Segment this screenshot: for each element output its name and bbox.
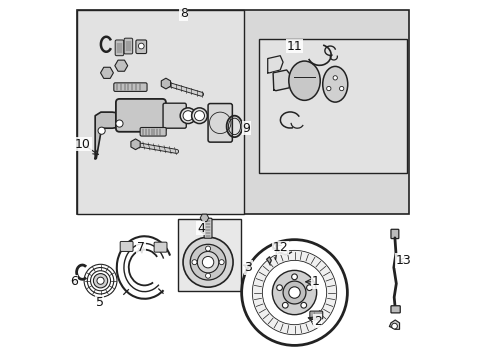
FancyBboxPatch shape bbox=[154, 242, 166, 252]
FancyBboxPatch shape bbox=[390, 306, 400, 313]
Polygon shape bbox=[95, 112, 125, 158]
Circle shape bbox=[97, 277, 104, 284]
Text: 1: 1 bbox=[311, 275, 319, 288]
Bar bbox=[77, 10, 408, 214]
Circle shape bbox=[197, 251, 218, 273]
Circle shape bbox=[93, 274, 107, 288]
Text: 12: 12 bbox=[272, 241, 287, 255]
Circle shape bbox=[326, 86, 330, 91]
FancyBboxPatch shape bbox=[140, 127, 166, 136]
Polygon shape bbox=[389, 320, 399, 329]
Polygon shape bbox=[272, 70, 291, 91]
Text: 8: 8 bbox=[180, 8, 187, 21]
Polygon shape bbox=[200, 214, 208, 221]
Polygon shape bbox=[115, 60, 127, 71]
Circle shape bbox=[241, 240, 346, 345]
Circle shape bbox=[138, 43, 144, 49]
FancyBboxPatch shape bbox=[163, 103, 186, 128]
Circle shape bbox=[332, 76, 337, 80]
FancyBboxPatch shape bbox=[115, 40, 123, 56]
FancyBboxPatch shape bbox=[124, 38, 132, 54]
Circle shape bbox=[98, 127, 105, 134]
Circle shape bbox=[180, 108, 196, 123]
Circle shape bbox=[339, 86, 343, 91]
Circle shape bbox=[282, 302, 287, 308]
Circle shape bbox=[202, 256, 213, 268]
Circle shape bbox=[191, 108, 207, 123]
Text: 4: 4 bbox=[197, 222, 204, 235]
Circle shape bbox=[291, 274, 297, 280]
Circle shape bbox=[272, 270, 316, 315]
Circle shape bbox=[288, 287, 300, 298]
Text: 6: 6 bbox=[70, 275, 78, 288]
Text: 11: 11 bbox=[286, 40, 302, 53]
Ellipse shape bbox=[288, 61, 320, 100]
Circle shape bbox=[219, 260, 224, 265]
FancyBboxPatch shape bbox=[116, 99, 165, 132]
Circle shape bbox=[183, 237, 233, 287]
Text: 9: 9 bbox=[242, 122, 250, 135]
Polygon shape bbox=[267, 56, 283, 73]
Ellipse shape bbox=[322, 66, 347, 102]
Circle shape bbox=[192, 260, 197, 265]
Circle shape bbox=[252, 250, 336, 335]
Circle shape bbox=[194, 111, 204, 121]
Circle shape bbox=[205, 246, 210, 251]
Polygon shape bbox=[131, 139, 140, 150]
FancyBboxPatch shape bbox=[203, 218, 212, 238]
Circle shape bbox=[391, 323, 397, 329]
Polygon shape bbox=[266, 257, 271, 265]
Circle shape bbox=[183, 111, 193, 121]
FancyBboxPatch shape bbox=[309, 311, 322, 319]
Text: 10: 10 bbox=[75, 138, 91, 151]
FancyBboxPatch shape bbox=[120, 242, 133, 251]
Text: 3: 3 bbox=[244, 261, 251, 274]
Circle shape bbox=[276, 285, 282, 291]
Polygon shape bbox=[161, 78, 170, 89]
Bar bbox=[77, 10, 244, 214]
Circle shape bbox=[300, 302, 306, 308]
Text: 7: 7 bbox=[137, 241, 144, 255]
Polygon shape bbox=[101, 67, 113, 78]
FancyBboxPatch shape bbox=[390, 229, 398, 239]
FancyBboxPatch shape bbox=[136, 40, 146, 54]
Circle shape bbox=[283, 281, 305, 304]
Text: 5: 5 bbox=[96, 296, 103, 309]
Text: 13: 13 bbox=[395, 254, 410, 267]
Circle shape bbox=[190, 244, 225, 280]
Bar bbox=[258, 39, 406, 173]
Circle shape bbox=[205, 273, 210, 278]
Circle shape bbox=[306, 285, 312, 291]
FancyBboxPatch shape bbox=[114, 83, 147, 91]
Text: 2: 2 bbox=[313, 315, 321, 328]
Bar bbox=[178, 219, 241, 291]
Circle shape bbox=[116, 120, 123, 127]
Circle shape bbox=[262, 260, 326, 325]
FancyBboxPatch shape bbox=[207, 104, 232, 142]
